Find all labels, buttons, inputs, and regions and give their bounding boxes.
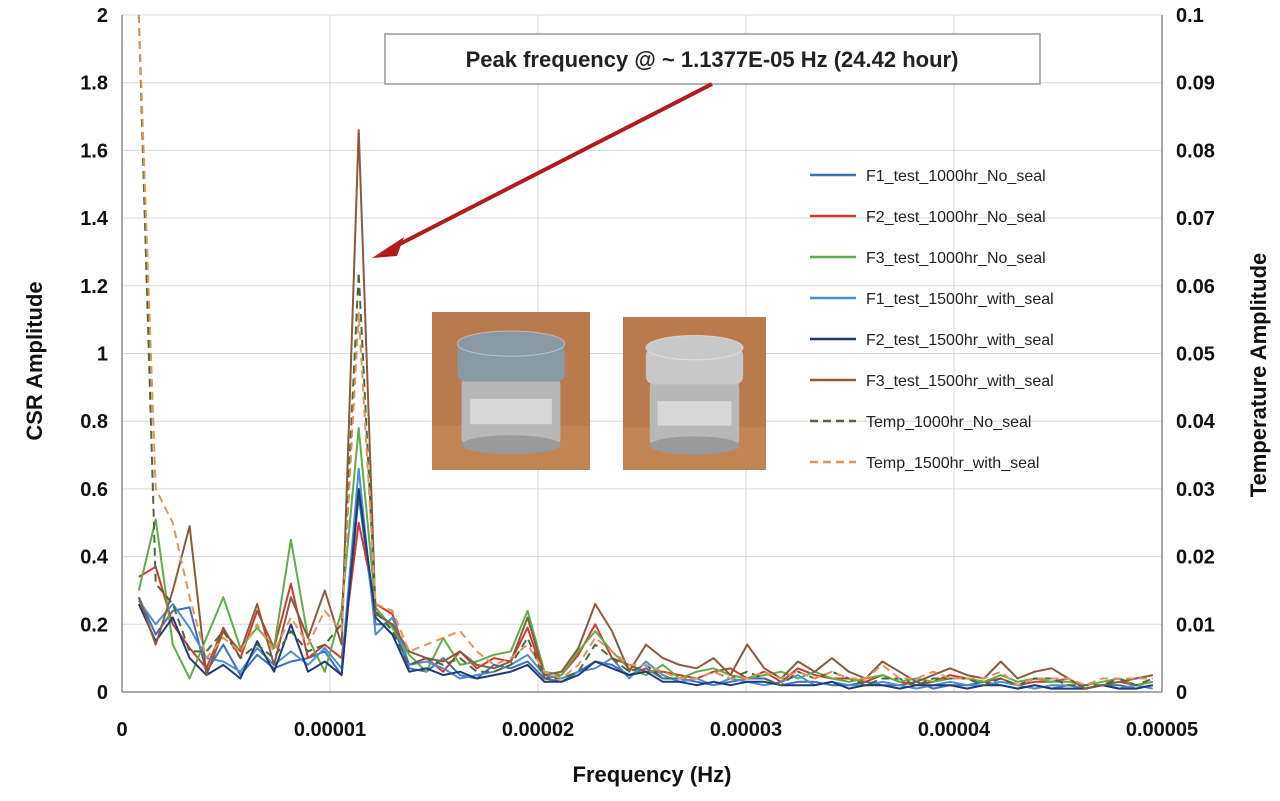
legend-label: F1_test_1500hr_with_seal <box>866 291 1054 308</box>
series-line-Temp_1500hr_with_seal <box>137 14 1153 687</box>
vial-base <box>649 436 740 455</box>
y2-tick-label: 0.06 <box>1176 276 1215 298</box>
series-line-F2_test_1500hr_with_seal <box>137 487 1153 690</box>
x-tick-label: 0.00005 <box>1126 719 1198 741</box>
y2-tick-label: 0.07 <box>1176 208 1215 230</box>
y2-tick-label: 0.03 <box>1176 479 1215 501</box>
y2-tick-label: 0.02 <box>1176 547 1215 569</box>
series-line-F1_test_1000hr_No_seal <box>137 494 1153 690</box>
vial-band <box>470 398 552 425</box>
legend-label: F2_test_1000hr_No_seal <box>866 209 1046 226</box>
x-axis-title: Frequency (Hz) <box>573 762 732 787</box>
legend-label: F3_test_1000hr_No_seal <box>866 250 1046 267</box>
legend-label: Temp_1500hr_with_seal <box>866 455 1039 472</box>
y-tick-label: 1.2 <box>80 276 108 298</box>
y-tick-label: 2 <box>97 5 108 27</box>
axes <box>121 15 1163 693</box>
y-tick-label: 0.4 <box>80 547 109 569</box>
vial-base <box>461 435 561 455</box>
tick-labels: 0 0.2 0.4 0.6 0.8 1 1.2 1.4 1.6 1.8 2 0 0.01 0.02 0.03… <box>80 5 1216 741</box>
annotation-box <box>384 33 1041 85</box>
y-tick-label: 0.6 <box>80 479 108 501</box>
y-tick-label: 0.8 <box>80 411 108 433</box>
y-tick-label: 1.8 <box>80 73 108 95</box>
x-tick-label: 0.00001 <box>294 719 366 741</box>
y-tick-label: 1.4 <box>80 208 109 230</box>
y-tick-label: 0 <box>97 682 108 704</box>
legend-label: Temp_1000hr_No_seal <box>866 414 1031 431</box>
y-tick-label: 1 <box>97 344 108 366</box>
annotation-text: Peak frequency @ ~ 1.1377E-05 Hz (24.42 … <box>466 47 959 72</box>
peak-annotation: Peak frequency @ ~ 1.1377E-05 Hz (24.42 … <box>372 33 1041 258</box>
annotation-arrow-line <box>391 82 713 250</box>
legend-label: F3_test_1500hr_with_seal <box>866 373 1054 390</box>
inset-photos <box>432 312 766 470</box>
legend-label: F2_test_1500hr_with_seal <box>866 332 1054 349</box>
y2-tick-label: 0.01 <box>1176 614 1215 636</box>
x-tick-label: 0.00003 <box>710 719 782 741</box>
x-tick-label: 0.00004 <box>918 719 991 741</box>
y-tick-label: 1.6 <box>80 140 108 162</box>
y2-tick-label: 0.04 <box>1176 411 1216 433</box>
vial-cap-top <box>645 334 744 361</box>
series-line-F2_test_1000hr_No_seal <box>138 521 1153 690</box>
legend: F1_test_1000hr_No_seal F2_test_1000hr_No_… <box>810 168 1054 472</box>
series-line-F1_test_1500hr_with_seal <box>137 467 1153 690</box>
y2-axis-title: Temperature Amplitude <box>1246 253 1271 497</box>
legend-label: F1_test_1000hr_No_seal <box>866 168 1046 185</box>
y2-tick-label: 0.05 <box>1176 344 1215 366</box>
y2-tick-label: 0 <box>1176 682 1187 704</box>
series-lines <box>137 14 1154 690</box>
y-axis-title: CSR Amplitude <box>22 281 47 440</box>
x-tick-label: 0 <box>116 719 127 741</box>
annotation-arrowhead <box>372 237 404 258</box>
y-tick-label: 0.2 <box>80 614 108 636</box>
y2-tick-label: 0.09 <box>1176 73 1215 95</box>
y2-tick-label: 0.1 <box>1176 5 1204 27</box>
vial-band <box>657 401 732 426</box>
x-tick-label: 0.00002 <box>502 719 574 741</box>
inset-photo-1 <box>432 312 590 470</box>
vial-cap-top <box>456 330 566 357</box>
y2-tick-label: 0.08 <box>1176 140 1215 162</box>
inset-photo-2 <box>623 317 766 470</box>
